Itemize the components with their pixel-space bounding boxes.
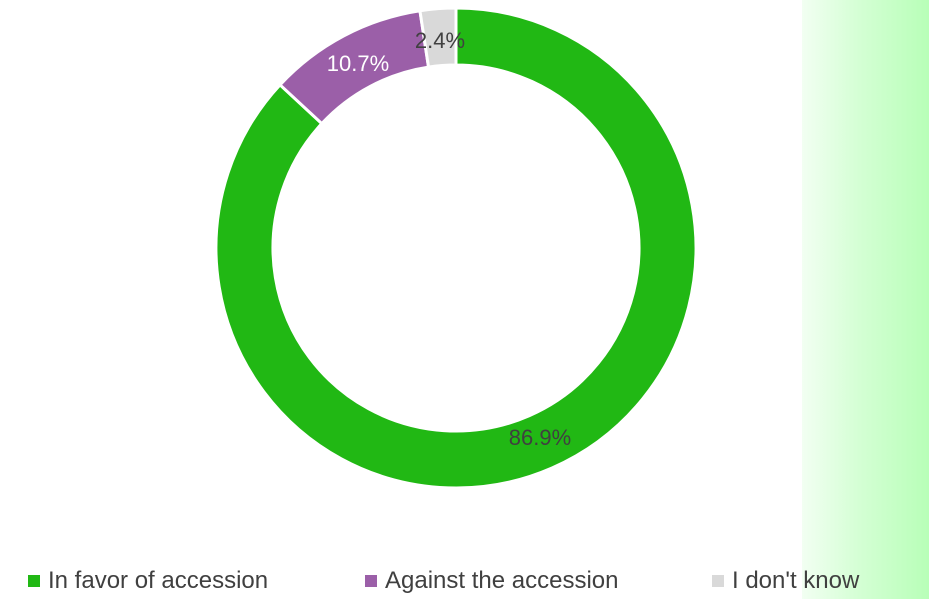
legend-label-against: Against the accession xyxy=(385,567,619,594)
donut-chart: 86.9% 10.7% 2.4% xyxy=(214,6,698,490)
legend-item-in-favor: In favor of accession xyxy=(28,566,268,596)
legend-swatch-against xyxy=(365,575,377,587)
legend-swatch-in-favor xyxy=(28,575,40,587)
slice-dont-know xyxy=(418,6,458,69)
background-gradient-band xyxy=(802,0,929,599)
legend-item-against: Against the accession xyxy=(365,566,618,596)
donut-slices xyxy=(214,6,698,490)
slice-in-favor xyxy=(214,6,698,490)
data-labels: 86.9% 10.7% 2.4% xyxy=(327,28,571,450)
legend-label-in-favor: In favor of accession xyxy=(48,567,269,594)
data-label-dont-know: 2.4% xyxy=(415,28,465,53)
chart-legend: In favor of accession Against the access… xyxy=(0,566,929,596)
legend-item-dont-know: I don't know xyxy=(712,566,859,596)
legend-label-dont-know: I don't know xyxy=(732,567,860,594)
legend-swatch-dont-know xyxy=(712,575,724,587)
data-label-against: 10.7% xyxy=(327,51,389,76)
data-label-in-favor: 86.9% xyxy=(509,425,571,450)
